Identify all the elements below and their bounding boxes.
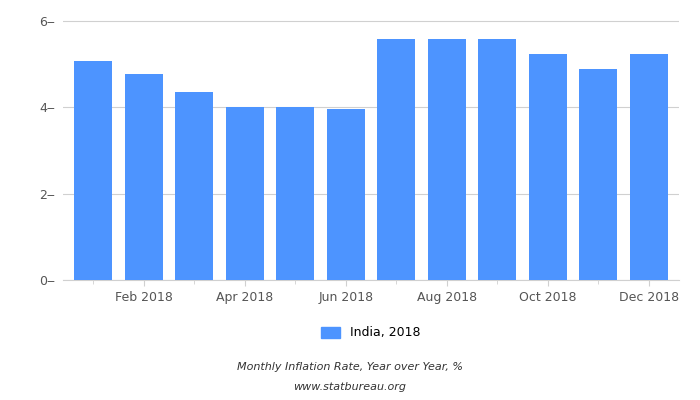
Bar	[276, 107, 314, 280]
Bar	[175, 92, 214, 280]
Text: www.statbureau.org: www.statbureau.org	[293, 382, 407, 392]
Bar	[428, 39, 466, 280]
Bar	[630, 54, 668, 280]
Bar	[478, 39, 516, 280]
Bar	[74, 61, 112, 280]
Bar	[327, 109, 365, 280]
Bar	[125, 74, 162, 280]
Bar	[580, 69, 617, 280]
Bar	[226, 107, 264, 280]
Legend: India, 2018: India, 2018	[321, 326, 421, 340]
Bar	[377, 39, 415, 280]
Text: Monthly Inflation Rate, Year over Year, %: Monthly Inflation Rate, Year over Year, …	[237, 362, 463, 372]
Bar	[528, 54, 567, 280]
